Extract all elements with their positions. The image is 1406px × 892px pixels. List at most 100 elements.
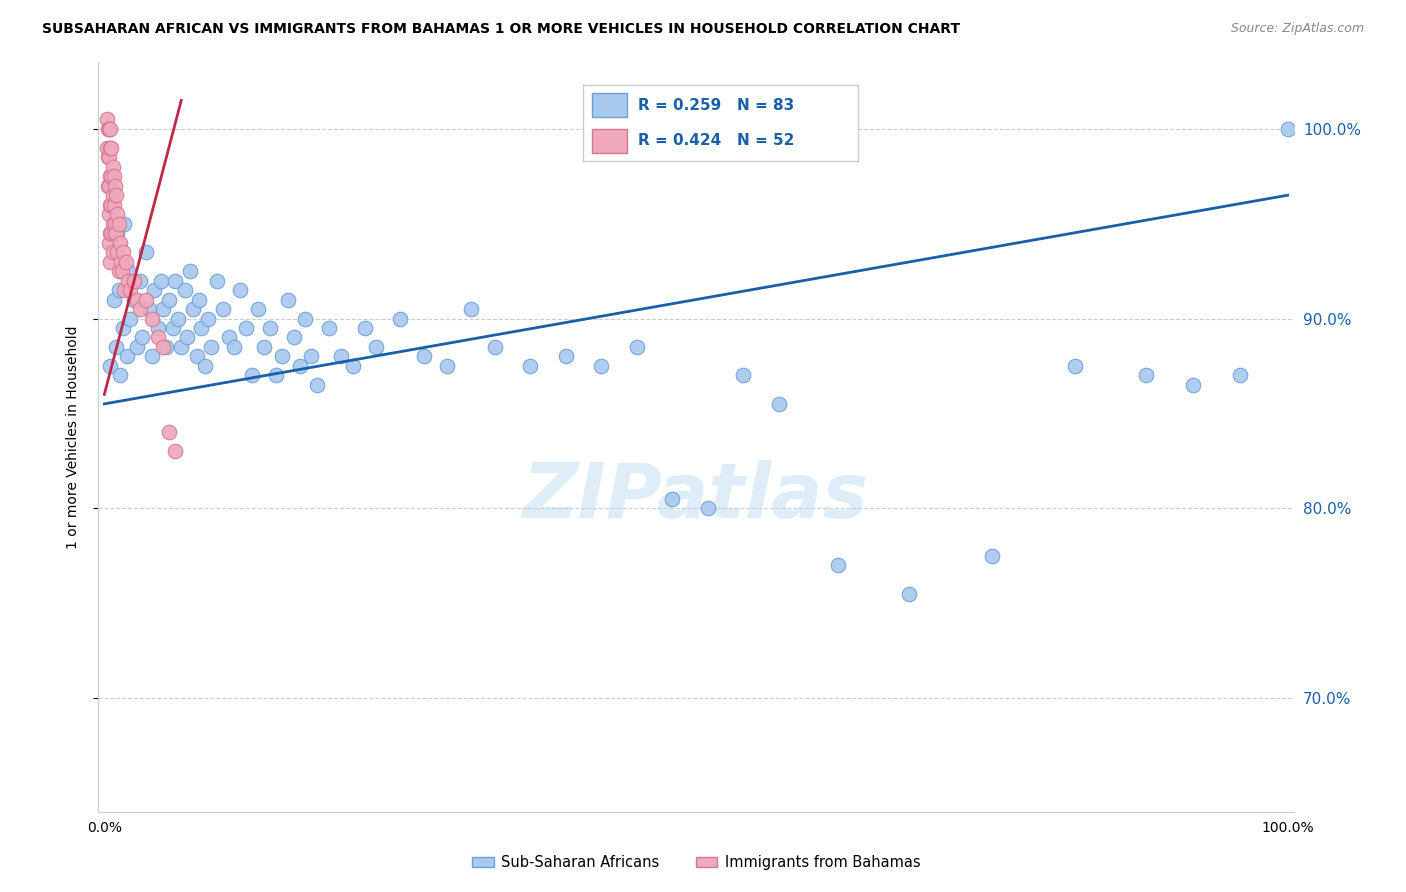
Point [120,283,142,297]
Point [1063,359,1085,373]
Point [98,235,121,250]
Point [105,226,128,240]
Point [97,178,120,193]
Point [661,491,683,506]
Point [105,188,128,202]
Point [162,321,184,335]
Point [299,350,322,364]
Point [157,425,180,440]
Point [1181,378,1204,392]
Point [122,293,145,307]
Point [768,397,790,411]
Point [111,254,134,268]
Point [98,359,121,373]
Point [253,340,276,354]
Point [205,274,228,288]
Point [197,311,219,326]
Y-axis label: 1 or more Vehicles in Household: 1 or more Vehicles in Household [66,326,80,549]
Bar [592,128,627,153]
Point [194,359,217,373]
Point [103,169,125,184]
Point [98,178,121,193]
Point [157,293,180,307]
Point [101,217,124,231]
Point [166,311,188,326]
Point [112,321,135,335]
Point [152,301,174,316]
Point [104,217,127,231]
Text: R = 0.259   N = 83: R = 0.259 N = 83 [638,98,794,112]
Point [1229,368,1251,383]
Point [127,340,149,354]
Point [96,112,118,127]
Point [98,226,121,240]
Point [389,311,412,326]
Point [141,350,163,364]
Point [188,293,211,307]
Point [259,321,281,335]
Point [1135,368,1157,383]
Point [980,549,1002,563]
Point [97,150,120,164]
Point [98,197,121,211]
Point [307,378,329,392]
Point [101,245,124,260]
Point [190,321,212,335]
Point [128,301,150,316]
Point [165,274,187,288]
Point [100,226,122,240]
Point [200,340,222,354]
Point [98,121,121,136]
Point [117,274,139,288]
Point [100,141,122,155]
Point [288,359,311,373]
Point [115,350,138,364]
Point [105,245,128,260]
Point [270,350,292,364]
Point [554,350,576,364]
Point [117,264,139,278]
Point [141,311,163,326]
Point [696,501,718,516]
Point [103,226,125,240]
Bar [592,93,627,118]
Point [135,293,157,307]
Point [104,178,127,193]
Point [179,264,201,278]
Point [98,150,121,164]
Point [519,359,541,373]
Point [120,311,142,326]
Point [100,169,122,184]
Point [412,350,434,364]
Point [127,293,149,307]
Point [98,207,121,221]
Point [101,160,124,174]
Point [366,340,388,354]
Point [591,359,613,373]
Point [264,368,287,383]
Point [294,311,316,326]
Point [247,301,270,316]
Point [277,293,299,307]
Point [152,340,174,354]
Point [229,283,252,297]
Point [107,283,129,297]
Point [110,254,132,268]
Text: ZIPatlas: ZIPatlas [523,460,869,534]
Point [122,274,145,288]
Point [146,330,169,344]
Point [108,235,131,250]
Point [143,283,166,297]
Text: R = 0.424   N = 52: R = 0.424 N = 52 [638,133,794,148]
Point [240,368,263,383]
Text: SUBSAHARAN AFRICAN VS IMMIGRANTS FROM BAHAMAS 1 OR MORE VEHICLES IN HOUSEHOLD CO: SUBSAHARAN AFRICAN VS IMMIGRANTS FROM BA… [42,22,960,37]
Point [235,321,257,335]
Point [342,359,364,373]
Point [103,293,125,307]
Point [128,274,150,288]
Point [173,283,195,297]
Point [146,321,169,335]
Point [107,217,129,231]
Point [114,217,136,231]
Text: Source: ZipAtlas.com: Source: ZipAtlas.com [1230,22,1364,36]
